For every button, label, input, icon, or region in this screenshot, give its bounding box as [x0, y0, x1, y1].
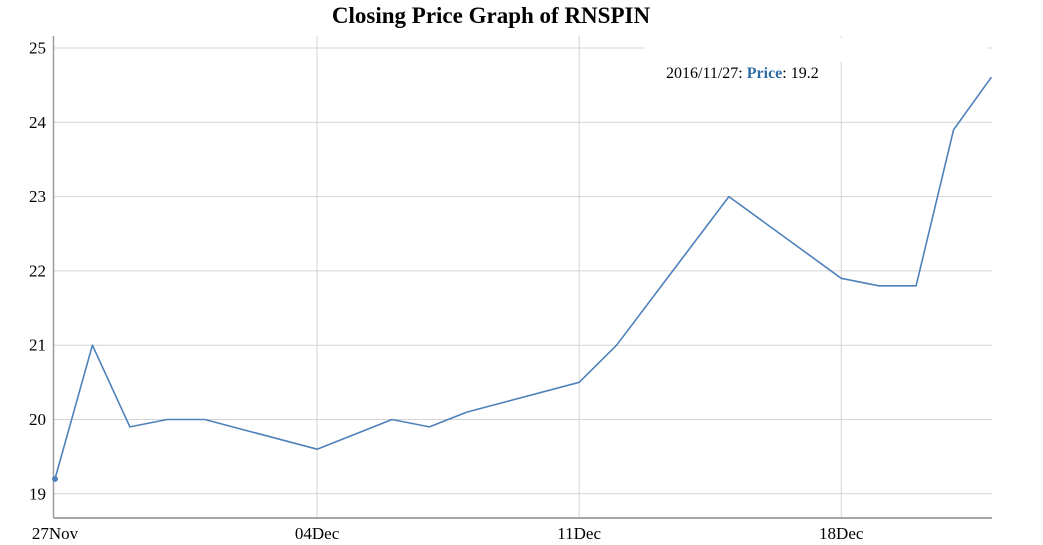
tooltip-value: : 19.2	[782, 65, 819, 82]
vertical-gridlines	[316, 36, 842, 518]
svg-text:20: 20	[29, 410, 46, 429]
tooltip-series-label: Price	[746, 65, 783, 82]
svg-text:27Nov: 27Nov	[32, 524, 79, 543]
x-axis-tick-labels: 27Nov 04Dec 11Dec 18Dec	[32, 524, 864, 543]
highlighted-point-marker[interactable]	[52, 475, 58, 482]
price-series-line	[54, 76, 992, 480]
svg-text:11Dec: 11Dec	[557, 524, 601, 543]
tooltip-date: 2016/11/27:	[666, 65, 747, 82]
svg-text:22: 22	[29, 261, 46, 280]
y-axis-tick-labels: 19 20 21 22 23 24 25	[29, 39, 47, 504]
svg-text:21: 21	[29, 336, 46, 355]
svg-text:24: 24	[29, 113, 47, 132]
svg-text:25: 25	[29, 39, 46, 58]
tooltip: 2016/11/27: Price: 19.2	[645, 38, 987, 82]
axes	[52, 36, 992, 519]
chart-title: Closing Price Graph of RNSPIN	[331, 3, 651, 28]
horizontal-gridlines	[53, 47, 992, 495]
svg-text:23: 23	[29, 187, 46, 206]
svg-text:19: 19	[29, 484, 46, 503]
svg-text:04Dec: 04Dec	[295, 524, 340, 543]
svg-text:18Dec: 18Dec	[819, 524, 864, 543]
